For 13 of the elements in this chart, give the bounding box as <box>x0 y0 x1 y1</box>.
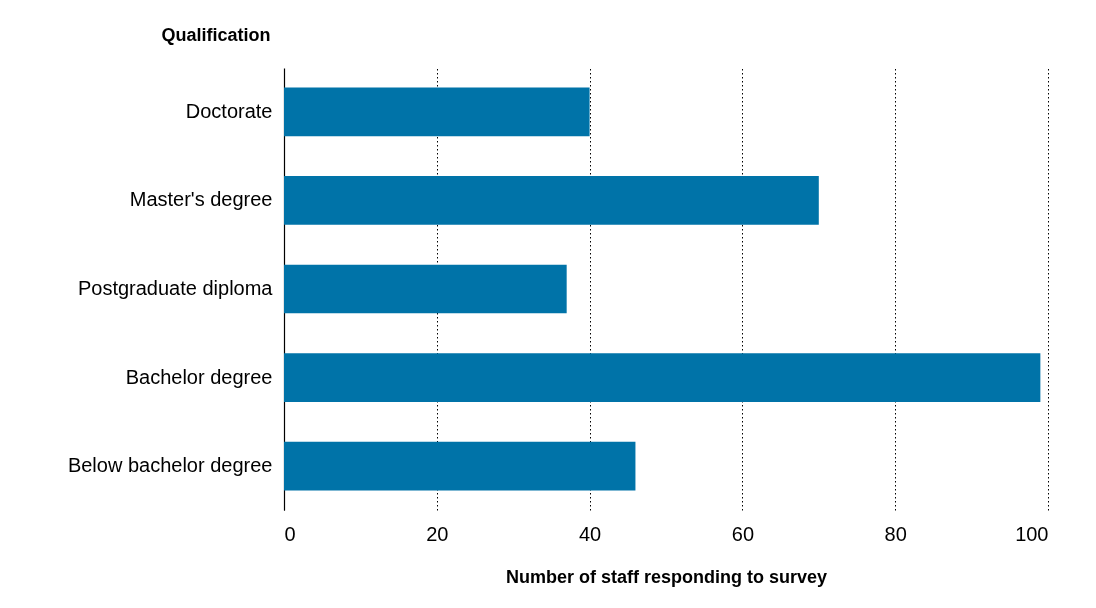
y-tick-label: Master's degree <box>129 188 273 211</box>
x-tick-label: 0 <box>284 522 296 545</box>
x-tick-label: 100 <box>1015 522 1049 545</box>
x-tick-label: 40 <box>578 522 602 545</box>
y-tick-label: Bachelor degree <box>125 365 273 388</box>
x-tick-label: 60 <box>731 522 755 545</box>
y-tick-label: Doctorate <box>185 99 273 122</box>
x-axis-title: Number of staff responding to survey <box>505 566 828 587</box>
y-axis-title: Qualification <box>161 24 271 45</box>
y-tick-label: Postgraduate diploma <box>77 277 274 299</box>
y-tick-label: Below bachelor degree <box>67 454 273 477</box>
x-tick-label: 20 <box>426 522 449 545</box>
x-tick-label: 80 <box>884 522 907 545</box>
